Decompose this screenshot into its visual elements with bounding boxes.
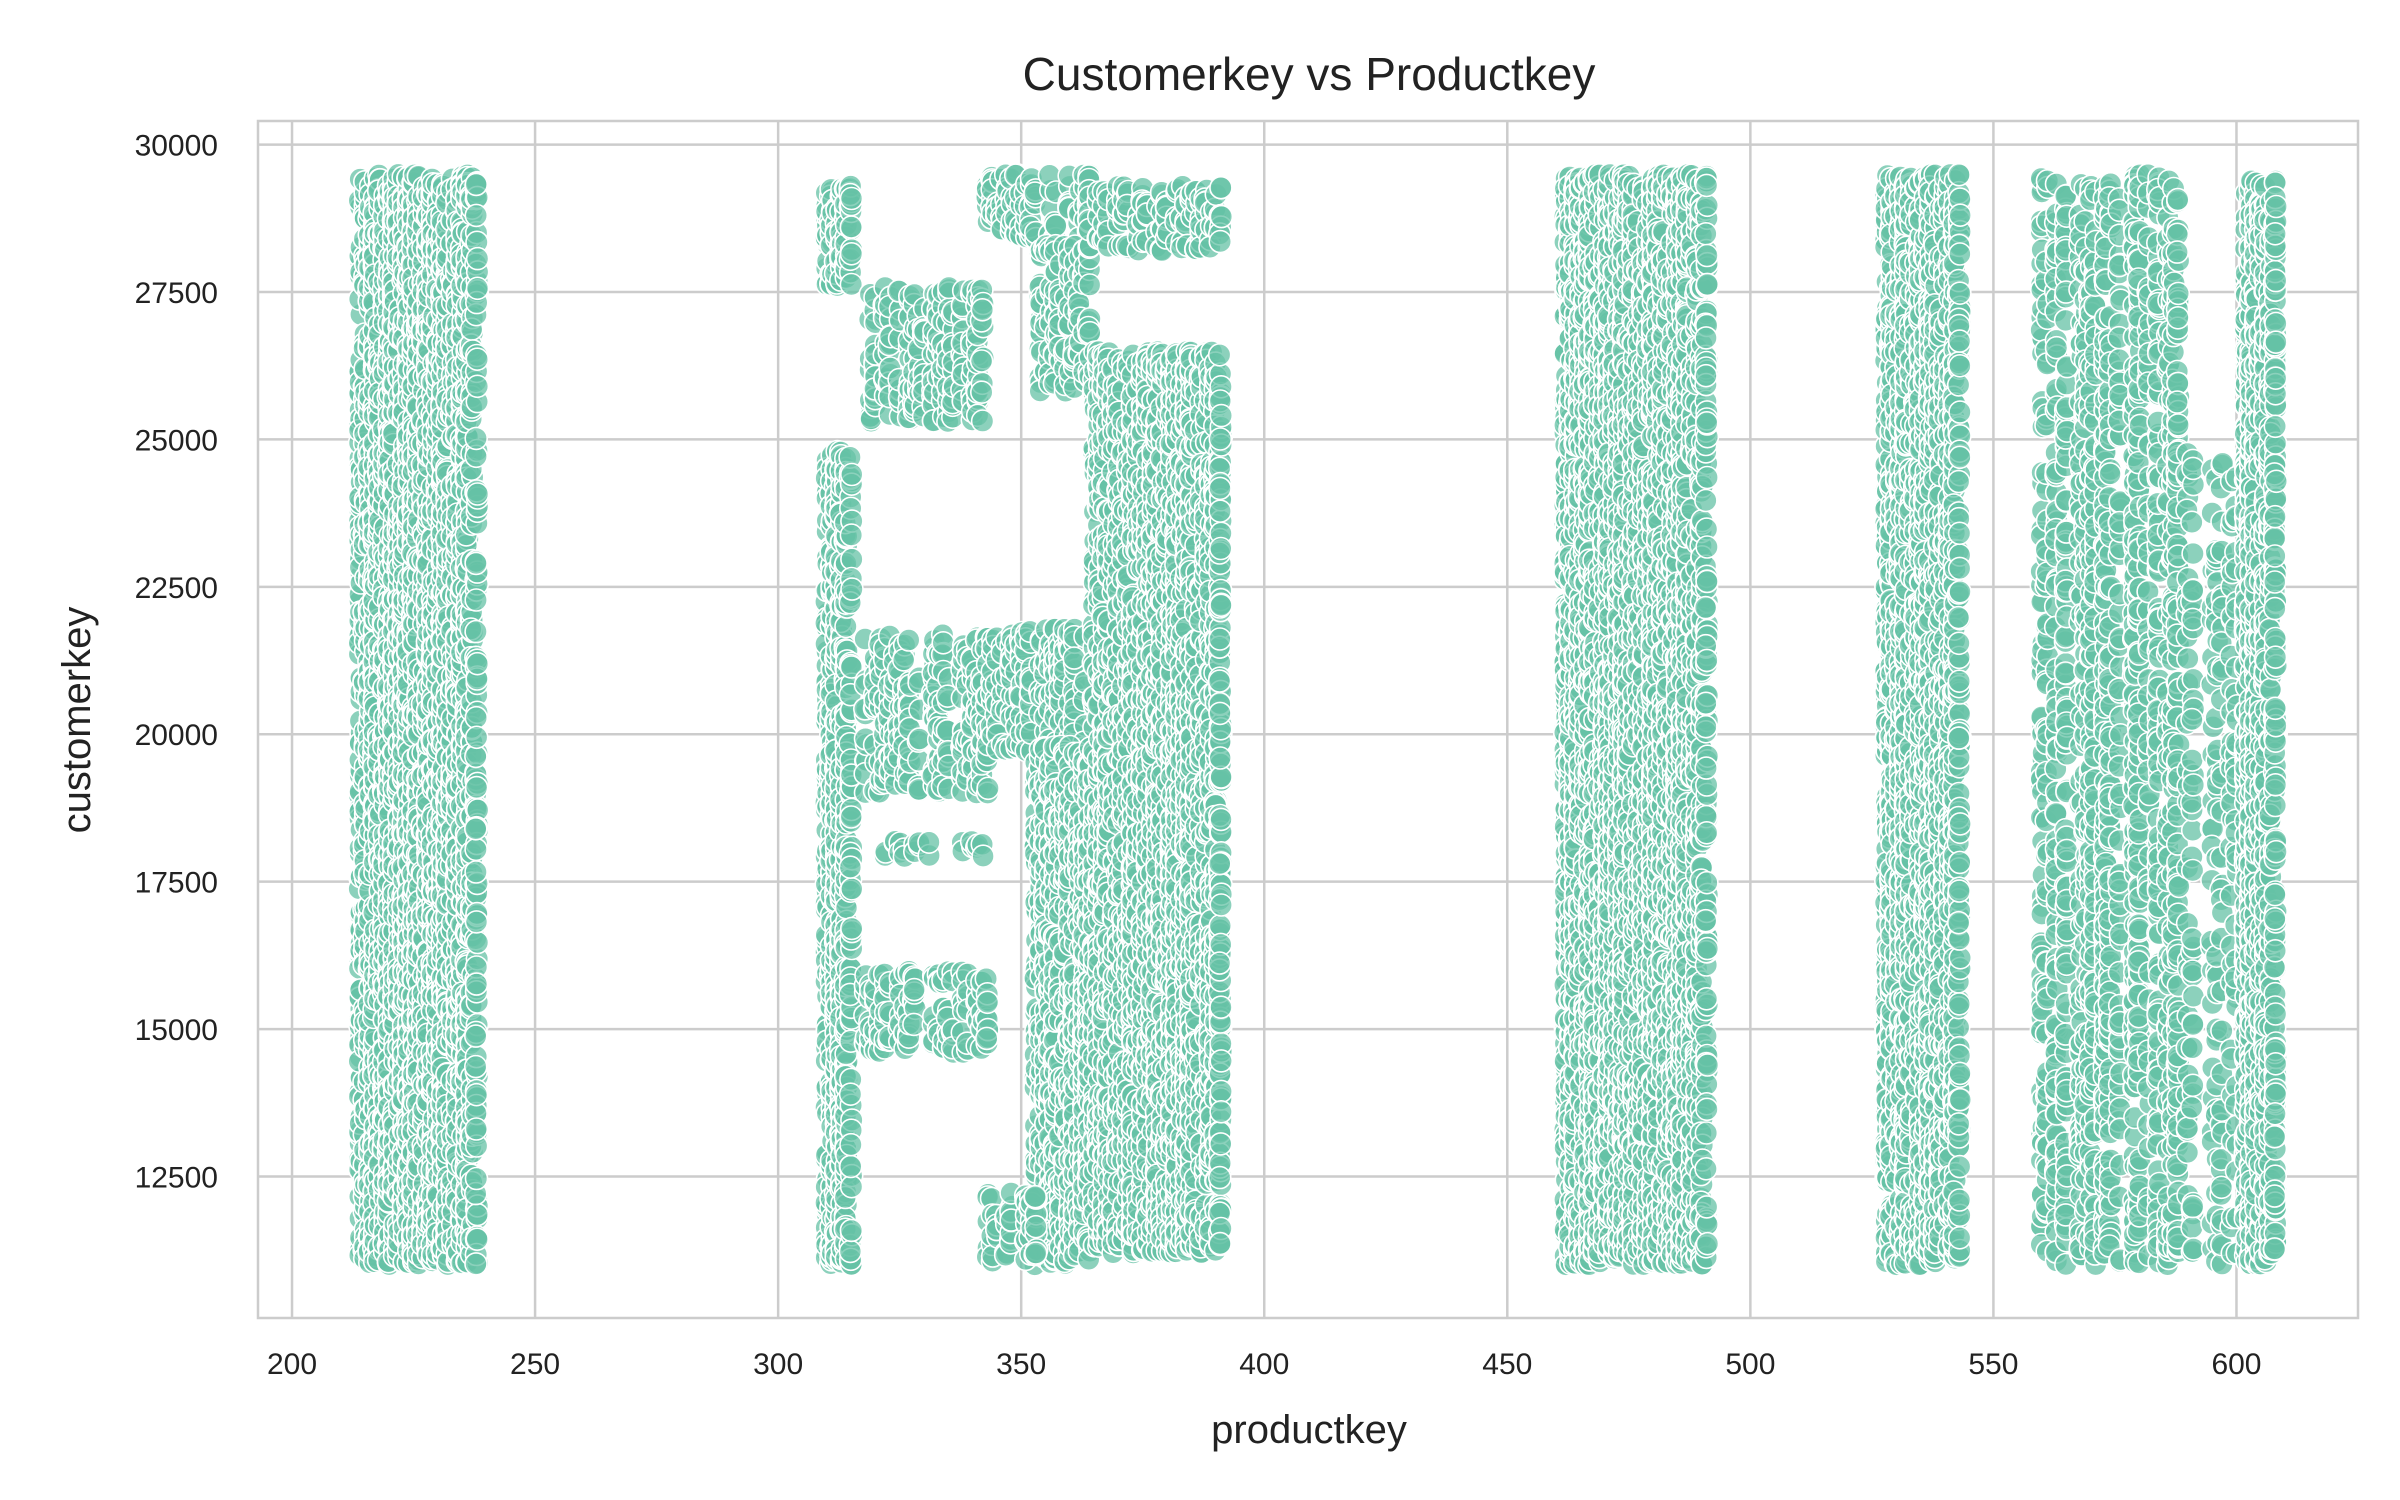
data-point	[465, 707, 487, 729]
data-point	[466, 1084, 488, 1106]
data-point	[466, 653, 488, 675]
data-point	[465, 1056, 487, 1078]
data-point	[467, 483, 489, 505]
data-point	[467, 277, 489, 299]
data-point	[465, 1253, 487, 1275]
data-point	[466, 1168, 488, 1190]
data-point	[465, 861, 487, 883]
data-point	[465, 1118, 487, 1140]
data-point	[466, 348, 488, 370]
data-point	[465, 838, 487, 860]
data-point	[466, 911, 488, 933]
data-point	[465, 552, 487, 574]
data-point	[465, 589, 487, 611]
data-point	[465, 1025, 487, 1047]
data-point	[466, 375, 488, 397]
data-point	[841, 243, 863, 265]
data-point	[465, 818, 487, 840]
data-point	[465, 621, 487, 643]
data-point	[841, 188, 863, 210]
data-point	[840, 216, 862, 238]
data-point	[466, 726, 488, 748]
data-point	[465, 427, 487, 449]
data-point	[466, 1204, 488, 1226]
data-point	[466, 777, 488, 799]
data-point	[465, 204, 487, 226]
data-point	[465, 173, 487, 195]
data-point	[467, 932, 489, 954]
data-point	[466, 973, 488, 995]
data-point	[467, 248, 489, 270]
data-point	[466, 1228, 488, 1250]
